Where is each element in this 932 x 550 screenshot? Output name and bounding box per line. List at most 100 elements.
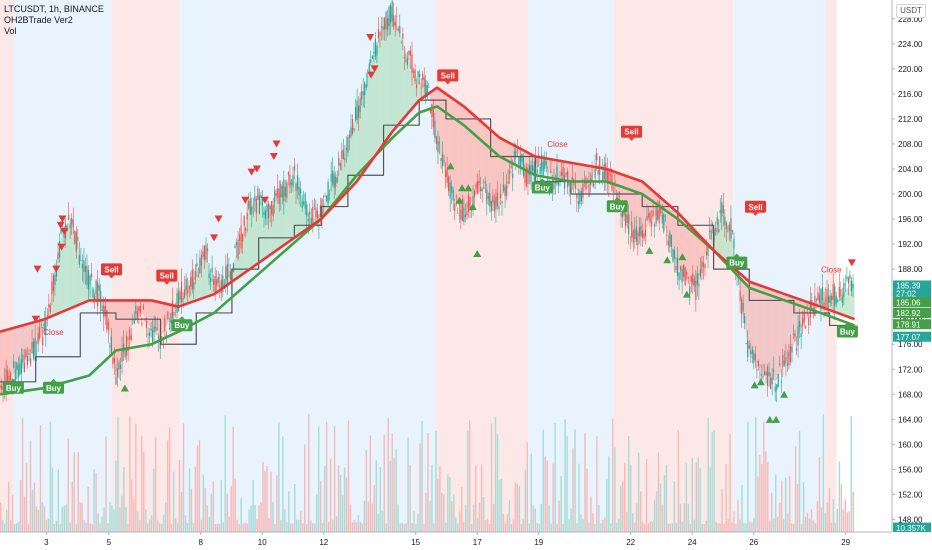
volume-bar: [826, 502, 829, 532]
candle-body: [541, 154, 543, 171]
candle-body: [58, 241, 61, 258]
volume-bar: [415, 523, 417, 532]
volume-bar: [777, 516, 779, 532]
volume-bar: [369, 435, 372, 532]
candle-body: [843, 282, 845, 297]
candle-body: [747, 340, 749, 358]
volume-bar: [767, 461, 769, 532]
candle-body: [696, 273, 698, 285]
volume-bar: [182, 423, 185, 532]
candle-body: [792, 334, 795, 335]
candle-body: [623, 209, 625, 216]
candle-body: [664, 215, 666, 217]
volume-bar: [224, 415, 226, 532]
volume-bar: [425, 492, 427, 532]
volume-bar: [188, 468, 191, 532]
candle-body: [721, 201, 723, 217]
trend-fill: [775, 290, 778, 382]
volume-bar: [208, 516, 211, 532]
candle-body: [741, 299, 743, 315]
candle-body: [594, 166, 596, 179]
candle-body: [634, 229, 636, 240]
volume-bar: [31, 489, 34, 532]
volume-bar: [641, 521, 644, 532]
candle-body: [267, 203, 270, 219]
volume-bar: [256, 519, 258, 532]
candle-body: [46, 315, 48, 317]
trend-fill: [717, 218, 720, 256]
candle-body: [815, 299, 817, 301]
candle-body: [763, 370, 766, 376]
trend-fill: [455, 100, 458, 204]
volume-bar: [121, 495, 123, 532]
volume-bar: [429, 500, 431, 532]
volume-bar: [160, 523, 163, 532]
buy-triangle-icon: [663, 256, 672, 264]
volume-bar: [288, 491, 290, 532]
candle-body: [48, 304, 50, 308]
volume-bar: [590, 496, 592, 532]
volume-bar: [47, 518, 50, 532]
volume-bar: [254, 505, 256, 532]
price-tag-text: 10.357K: [896, 524, 926, 533]
volume-bar: [113, 509, 115, 532]
volume-bar: [467, 430, 469, 532]
sell-triangle-icon: [56, 221, 65, 229]
volume-bar: [15, 523, 18, 532]
volume-bar: [447, 474, 449, 532]
candle-body: [130, 335, 132, 340]
candle-body: [522, 157, 525, 176]
candle-body: [396, 15, 398, 17]
candle-body: [417, 71, 419, 78]
candle-body: [507, 181, 509, 184]
volume-bar: [298, 519, 300, 532]
trend-fill: [284, 186, 287, 246]
candle-body: [580, 191, 582, 202]
trend-fill: [68, 220, 71, 310]
candle-body: [60, 227, 62, 234]
volume-bar: [733, 511, 735, 532]
trend-fill: [636, 179, 639, 236]
candle-body: [657, 210, 659, 220]
candle-body: [69, 224, 71, 229]
candle-body: [95, 280, 97, 295]
volume-bar: [588, 522, 590, 532]
volume-bar: [212, 481, 215, 532]
candle-body: [620, 213, 622, 217]
volume-bar: [820, 507, 823, 532]
volume-bar: [836, 508, 839, 532]
buy-label-text: Buy: [174, 321, 190, 330]
candle-body: [145, 320, 148, 328]
volume-bar: [260, 502, 262, 532]
volume-bar: [339, 474, 342, 532]
volume-bar: [749, 521, 751, 532]
sell-triangle-icon: [260, 196, 269, 204]
currency-button[interactable]: USDT: [896, 4, 926, 18]
candle-body: [562, 166, 564, 181]
trend-fill: [348, 135, 351, 191]
volume-bar: [1, 519, 4, 532]
candle-body: [351, 119, 354, 134]
candle-body: [661, 214, 663, 224]
candle-body: [115, 376, 117, 385]
volume-bar: [431, 464, 433, 532]
volume-bar: [788, 476, 791, 532]
volume-bar: [703, 523, 705, 532]
candle-body: [113, 358, 116, 363]
buy-triangle-icon: [464, 184, 473, 192]
sell-triangle-icon: [57, 243, 66, 251]
candle-body: [289, 174, 291, 188]
trend-fill: [781, 293, 785, 370]
candle-body: [521, 154, 523, 163]
volume-bar: [204, 488, 207, 532]
x-tick-label: 10: [258, 538, 267, 547]
candle-body: [394, 22, 396, 26]
candle-body: [838, 286, 840, 298]
candle-body: [780, 381, 782, 383]
volume-bar: [87, 486, 89, 532]
trend-fill: [510, 143, 513, 179]
candle-body: [440, 158, 442, 161]
volume-bar: [451, 501, 453, 532]
candle-body: [707, 245, 709, 256]
